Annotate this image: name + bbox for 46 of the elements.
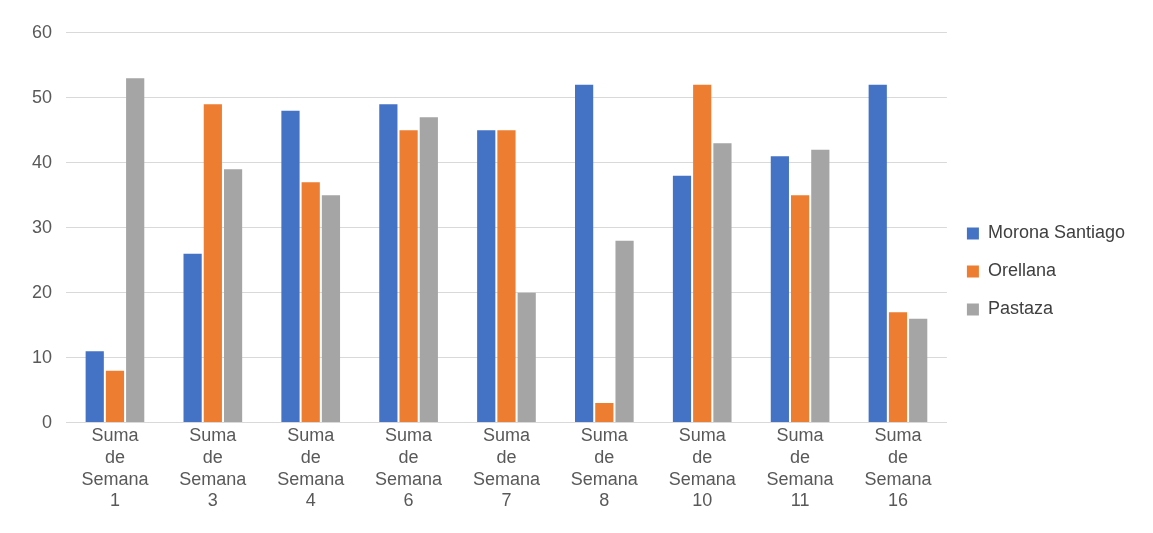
bar: [615, 240, 634, 423]
x-tick-label: Suma de Semana 11: [766, 425, 835, 511]
bar: [281, 110, 300, 423]
bar: [321, 195, 341, 423]
bar: [85, 351, 104, 423]
bar: [790, 195, 810, 423]
legend-label: Pastaza: [987, 298, 1054, 319]
bar: [888, 312, 908, 423]
bar: [575, 84, 594, 423]
y-tick-label: 40: [31, 151, 53, 172]
x-tick-label: Suma de Semana 7: [472, 425, 541, 511]
x-tick-label: Suma de Semana 4: [277, 425, 346, 511]
bar: [693, 84, 712, 423]
bar: [477, 130, 496, 423]
bar: [909, 318, 928, 423]
bar: [203, 104, 222, 423]
x-tick-label: Suma de Semana 8: [570, 425, 639, 511]
bar: [419, 117, 438, 423]
legend-label: Orellana: [987, 260, 1057, 281]
y-tick-label: 10: [31, 346, 53, 367]
bar: [713, 143, 732, 423]
x-tick-label: Suma de Semana 16: [864, 425, 933, 511]
y-tick-label: 60: [31, 21, 53, 42]
x-tick-label: Suma de Semana 10: [668, 425, 737, 511]
y-tick-label: 0: [42, 411, 53, 432]
bar: [497, 130, 516, 423]
bar: [126, 78, 145, 423]
bar: [183, 253, 202, 423]
bar: [770, 156, 789, 423]
bar: [868, 84, 887, 423]
bar: [223, 169, 243, 423]
bar: [595, 403, 614, 423]
y-tick-label: 30: [31, 216, 53, 237]
x-tick-label: Suma de Semana 3: [179, 425, 248, 511]
x-tick-label: Suma de Semana 6: [375, 425, 444, 511]
bar: [672, 175, 692, 423]
bar: [811, 149, 830, 423]
bar: [301, 182, 320, 423]
bar: [399, 130, 418, 423]
y-tick-label: 50: [31, 86, 53, 107]
bar: [105, 370, 125, 423]
y-tick-label: 20: [31, 281, 53, 302]
legend-label: Morona Santiago: [987, 222, 1125, 243]
x-tick-label: Suma de Semana 1: [81, 425, 150, 511]
bar: [517, 292, 536, 423]
bar: [379, 104, 398, 423]
